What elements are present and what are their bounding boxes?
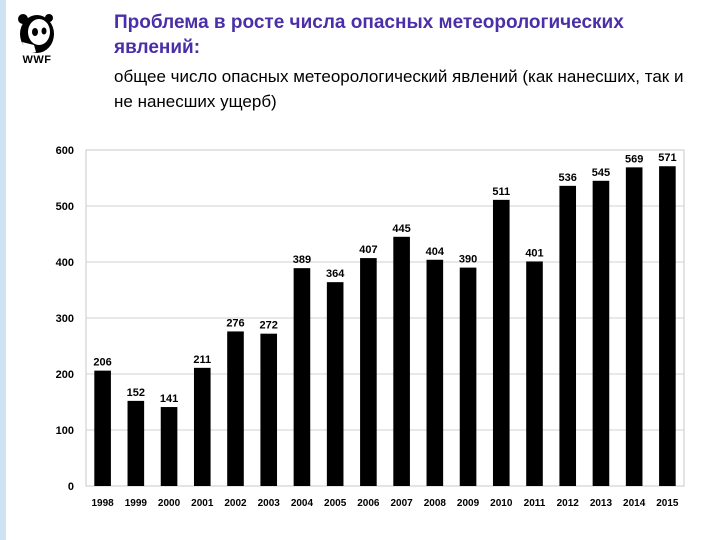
- data-label: 536: [559, 172, 577, 184]
- data-label: 141: [160, 393, 178, 405]
- bar: [625, 167, 643, 487]
- x-tick-label: 2014: [623, 498, 646, 509]
- x-tick-label: 2003: [258, 498, 281, 509]
- data-label: 401: [525, 247, 543, 259]
- data-label: 206: [93, 357, 111, 369]
- data-label: 407: [359, 244, 377, 256]
- logo-text: WWF: [22, 54, 52, 66]
- x-tick-label: 2011: [524, 498, 546, 509]
- y-tick-label: 0: [68, 481, 74, 493]
- bar: [193, 367, 211, 486]
- data-label: 272: [260, 320, 278, 332]
- bar: [293, 268, 311, 486]
- x-tick-label: 1998: [91, 498, 114, 509]
- slide-subtitle: общее число опасных метеорологический яв…: [114, 67, 684, 111]
- y-tick-label: 100: [56, 425, 74, 437]
- data-label: 569: [625, 153, 643, 165]
- y-tick-label: 300: [56, 313, 74, 325]
- left-decor-strip: [0, 0, 6, 540]
- bar: [659, 166, 676, 487]
- bar: [559, 185, 577, 486]
- x-tick-label: 2012: [557, 498, 580, 509]
- x-tick-label: 1999: [125, 498, 148, 509]
- data-label: 152: [127, 387, 145, 399]
- y-tick-label: 400: [56, 257, 74, 269]
- x-tick-label: 2009: [457, 498, 480, 509]
- data-label: 364: [326, 268, 345, 280]
- data-label: 511: [492, 186, 510, 198]
- y-tick-label: 500: [56, 201, 74, 213]
- x-tick-label: 2013: [590, 498, 613, 509]
- data-label: 276: [226, 317, 244, 329]
- data-label: 390: [459, 254, 477, 266]
- x-tick-label: 2005: [324, 498, 347, 509]
- bar: [94, 370, 111, 486]
- bar: [326, 282, 344, 486]
- data-label: 571: [658, 152, 676, 164]
- bar: [360, 258, 377, 486]
- x-tick-label: 2007: [390, 498, 413, 509]
- x-tick-label: 2004: [291, 498, 314, 509]
- x-tick-label: 2000: [158, 498, 181, 509]
- y-tick-label: 200: [56, 369, 74, 381]
- data-label: 445: [392, 223, 410, 235]
- y-tick-label: 600: [56, 145, 74, 157]
- bar: [127, 400, 145, 486]
- data-label: 211: [193, 354, 211, 366]
- bar: [459, 267, 477, 486]
- bar: [426, 259, 444, 486]
- bar: [492, 199, 510, 486]
- data-label: 545: [592, 167, 610, 179]
- bar: [393, 236, 410, 486]
- data-label: 389: [293, 254, 311, 266]
- bar: [160, 407, 178, 486]
- x-tick-label: 2001: [191, 498, 214, 509]
- x-tick-label: 2008: [424, 498, 447, 509]
- bar: [526, 261, 543, 486]
- x-tick-label: 2015: [656, 498, 679, 509]
- bar: [227, 331, 244, 486]
- x-tick-label: 2010: [490, 498, 513, 509]
- x-tick-label: 2002: [224, 498, 247, 509]
- data-label: 404: [426, 246, 445, 258]
- panda-icon: [18, 14, 54, 53]
- bar: [260, 333, 278, 486]
- x-tick-label: 2006: [357, 498, 380, 509]
- slide-title: Проблема в росте числа опасных метеороло…: [114, 12, 624, 58]
- bar: [592, 180, 610, 487]
